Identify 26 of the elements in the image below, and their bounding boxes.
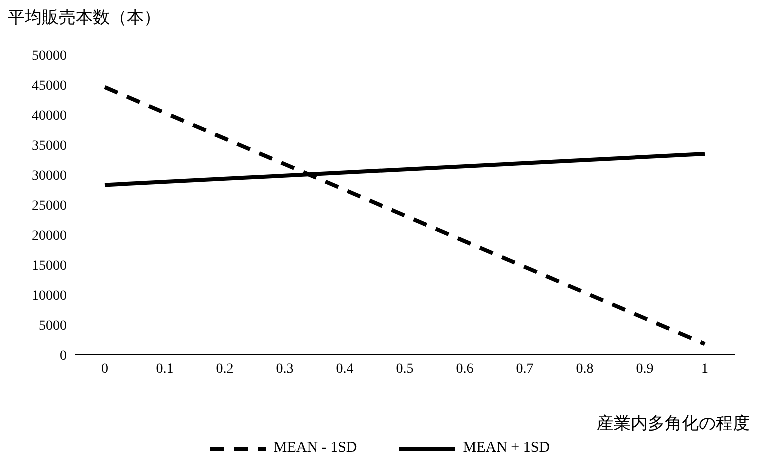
y-tick-label: 15000 [32,258,67,274]
y-axis-title: 平均販売本数（本） [8,7,161,29]
y-tick-label: 30000 [32,168,67,184]
x-tick-label: 0.1 [156,362,174,377]
y-tick-label: 20000 [32,228,67,244]
x-tick-label: 0.5 [396,362,414,377]
x-tick-label: 0.2 [216,362,234,377]
y-tick-label: 0 [60,348,67,364]
y-tick-label: 45000 [32,78,67,94]
y-tick-label: 25000 [32,198,67,214]
x-tick-label: 1 [702,362,708,377]
x-tick-label: 0.3 [276,362,294,377]
x-tick-label: 0 [102,362,108,377]
y-tick-label: 35000 [32,138,67,154]
y-tick-label: 40000 [32,108,67,124]
x-tick-label: 0.6 [456,362,474,377]
legend-label: MEAN + 1SD [463,440,550,457]
x-tick-label: 0.7 [516,362,534,377]
x-tick-label: 0.4 [336,362,354,377]
legend-label: MEAN - 1SD [274,440,358,457]
y-tick-label: 5000 [39,318,67,334]
x-axis-title: 産業内多角化の程度 [597,413,750,435]
y-tick-label: 10000 [32,288,67,304]
y-tick-label: 50000 [32,48,67,64]
x-tick-label: 0.8 [576,362,594,377]
x-tick-label: 0.9 [636,362,654,377]
